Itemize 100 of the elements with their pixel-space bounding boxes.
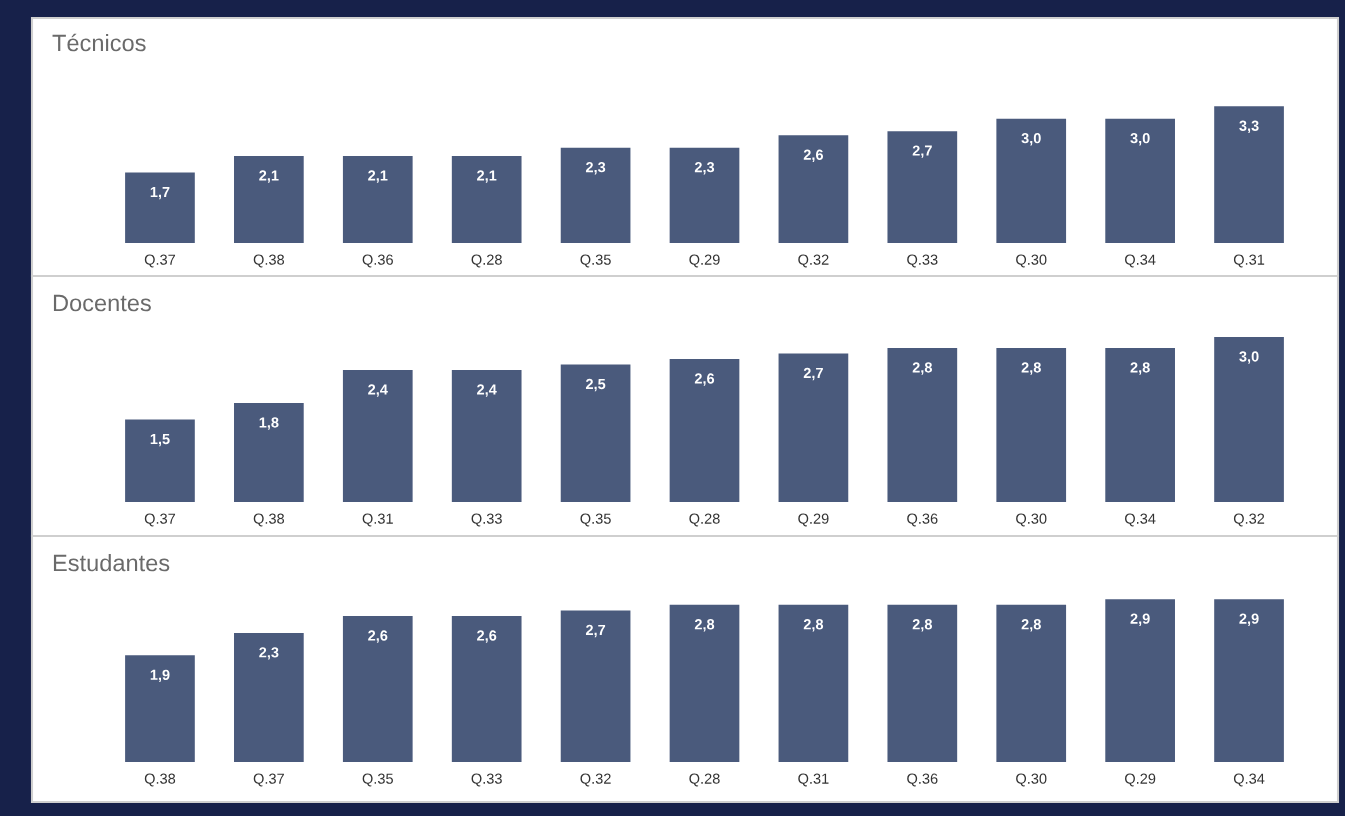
bar [342, 616, 413, 762]
data-label: 2,7 [803, 367, 823, 381]
data-label: 2,9 [1130, 613, 1150, 626]
data-label: 1,5 [150, 433, 170, 447]
data-label: 2,7 [912, 145, 932, 158]
x-tick-label: Q.28 [689, 773, 720, 787]
x-tick-label: Q.31 [362, 513, 393, 527]
bar [1105, 348, 1175, 502]
bar [887, 348, 958, 502]
chart-title: Estudantes [53, 553, 170, 572]
data-label: 2,4 [477, 384, 497, 397]
x-tick-label: Q.30 [1016, 773, 1047, 787]
bar [451, 616, 522, 762]
data-label: 2,6 [477, 630, 497, 643]
data-label: 2,1 [477, 170, 497, 183]
bar [234, 403, 304, 502]
data-label: 2,9 [1239, 613, 1259, 626]
x-tick-label: Q.34 [1125, 254, 1156, 268]
bar [560, 147, 631, 243]
bar [778, 135, 849, 243]
bar [342, 370, 413, 502]
bar [669, 359, 740, 502]
data-label: 3,0 [1130, 133, 1150, 146]
data-label: 3,3 [1239, 120, 1259, 134]
data-label: 2,8 [1021, 619, 1041, 632]
data-label: 2,7 [585, 624, 606, 638]
bar [996, 348, 1067, 502]
bar [1214, 106, 1284, 243]
data-label: 2,8 [1021, 362, 1041, 375]
x-tick-label: Q.36 [907, 773, 938, 787]
bar [887, 131, 958, 243]
data-label: 3,0 [1021, 133, 1041, 146]
bar [1105, 118, 1175, 243]
data-label: 2,6 [368, 630, 388, 643]
x-tick-label: Q.32 [1233, 513, 1265, 527]
data-label: 2,8 [803, 619, 824, 632]
x-tick-label: Q.29 [798, 513, 829, 527]
bar [669, 604, 740, 762]
bar [560, 364, 631, 502]
bar [1214, 599, 1284, 762]
bar [996, 604, 1067, 762]
data-label: 2,5 [585, 378, 606, 392]
data-label: 1,8 [259, 417, 279, 430]
bar [234, 156, 304, 243]
chart-title: Docentes [53, 294, 151, 312]
x-tick-label: Q.31 [798, 773, 829, 787]
x-tick-label: Q.33 [471, 773, 502, 787]
data-label: 2,3 [694, 162, 715, 175]
x-tick-label: Q.38 [253, 513, 285, 527]
data-label: 2,8 [694, 619, 715, 632]
x-tick-label: Q.30 [1016, 254, 1047, 268]
data-label: 2,3 [585, 162, 606, 175]
bar [1214, 337, 1284, 502]
x-tick-label: Q.30 [1016, 513, 1047, 527]
bar [669, 147, 740, 243]
x-tick-label: Q.36 [907, 513, 938, 527]
data-label: 2,4 [368, 384, 388, 397]
x-tick-label: Q.34 [1125, 513, 1156, 527]
chart-title: Técnicos [52, 33, 146, 52]
data-label: 2,8 [912, 619, 933, 632]
bar [887, 604, 958, 762]
x-tick-label: Q.35 [362, 773, 393, 787]
data-label: 2,1 [368, 170, 388, 183]
x-tick-label: Q.35 [580, 513, 611, 527]
x-tick-label: Q.38 [253, 254, 285, 268]
bar [451, 370, 522, 502]
bar [342, 156, 413, 243]
data-label: 1,7 [150, 187, 170, 200]
bar [451, 156, 522, 243]
bar [1105, 599, 1175, 762]
x-tick-label: Q.28 [471, 254, 502, 268]
bar [560, 610, 631, 762]
x-tick-label: Q.32 [580, 773, 611, 787]
bar [996, 118, 1067, 243]
x-tick-label: Q.37 [144, 254, 176, 268]
data-label: 2,6 [694, 373, 715, 386]
x-tick-label: Q.28 [689, 513, 720, 527]
x-tick-label: Q.29 [1125, 773, 1156, 787]
bar [778, 353, 849, 502]
bar [125, 419, 195, 502]
x-tick-label: Q.37 [144, 513, 176, 527]
bar [125, 172, 195, 243]
data-label: 2,1 [259, 170, 279, 183]
x-tick-label: Q.38 [144, 773, 176, 787]
x-tick-label: Q.31 [1233, 254, 1265, 268]
x-tick-label: Q.33 [471, 513, 502, 527]
x-tick-label: Q.34 [1233, 773, 1265, 787]
x-tick-label: Q.36 [362, 254, 393, 268]
data-label: 2,3 [259, 647, 279, 660]
x-tick-label: Q.37 [253, 773, 284, 787]
data-label: 1,9 [150, 669, 170, 683]
data-label: 2,6 [803, 149, 824, 163]
x-tick-label: Q.32 [798, 254, 829, 268]
x-tick-label: Q.29 [689, 254, 720, 268]
bar [778, 604, 849, 762]
data-label: 3,0 [1239, 351, 1259, 364]
x-tick-label: Q.33 [907, 254, 938, 268]
bar [234, 632, 304, 762]
data-label: 2,8 [912, 362, 933, 375]
bar [125, 655, 195, 762]
